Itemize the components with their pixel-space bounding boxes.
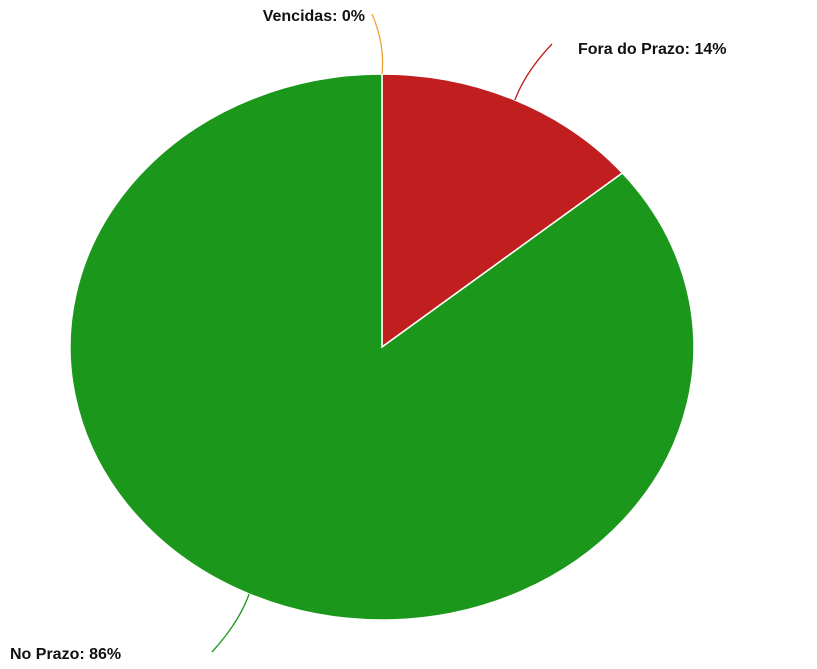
data-label: Vencidas: 0% <box>263 8 365 25</box>
leader-line <box>514 43 553 101</box>
data-label: Fora do Prazo: 14% <box>578 41 726 58</box>
pie-slice <box>69 73 695 621</box>
leader-line <box>211 593 250 653</box>
data-label: No Prazo: 86% <box>10 646 121 663</box>
pie-slice <box>381 73 624 349</box>
leader-line <box>371 13 384 75</box>
